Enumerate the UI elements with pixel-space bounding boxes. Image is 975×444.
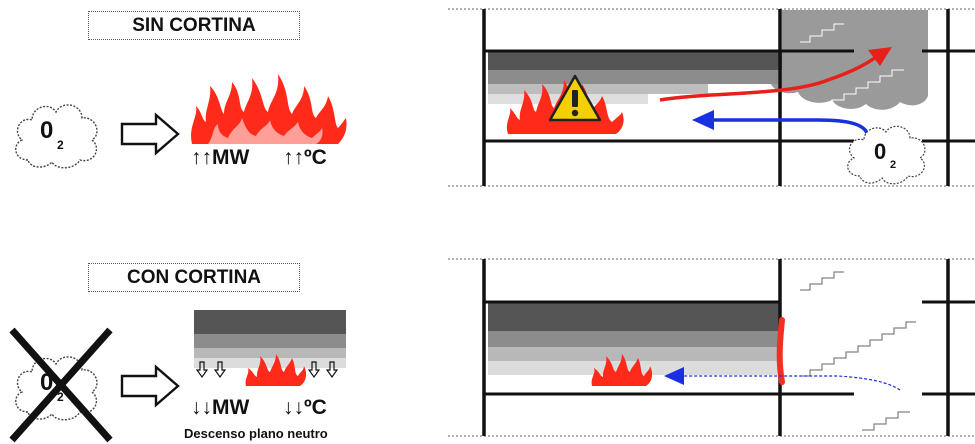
smoke-cloud xyxy=(762,10,928,110)
tunnel-oxygen-subscript: 2 xyxy=(890,159,896,171)
tunnel-diagram-sin-cortina: 0 2 xyxy=(448,8,975,187)
fresh-air-arrow xyxy=(682,375,901,391)
temperature-indicator-reduced: ↓↓ºC xyxy=(283,396,327,419)
title-con-cortina: CON CORTINA xyxy=(88,263,300,292)
smoke-layers-icon xyxy=(194,310,346,386)
hollow-arrow-icon xyxy=(120,364,180,408)
hot-flow-arrowhead xyxy=(868,47,892,66)
warning-icon xyxy=(548,74,602,122)
small-fire-icon xyxy=(245,354,307,386)
fresh-air-arrowhead xyxy=(692,110,714,130)
cross-icon xyxy=(9,327,113,443)
smoke-layer-mid xyxy=(488,70,778,84)
stairs-icon xyxy=(796,23,904,119)
oxygen-subscript-blocked: 2 xyxy=(57,390,64,404)
fresh-air-arrowhead xyxy=(664,367,684,385)
fresh-air-arrow xyxy=(710,118,870,137)
oxygen-subscript: 2 xyxy=(57,138,64,152)
hollow-arrow-icon xyxy=(120,112,180,156)
hot-flow-arrow xyxy=(659,54,879,102)
power-indicator-reduced: ↓↓MW xyxy=(191,396,250,419)
stairs-icon xyxy=(800,271,916,431)
oxygen-symbol: 0 xyxy=(40,117,54,144)
smoke-layer-light xyxy=(488,347,780,361)
air-curtain xyxy=(776,317,785,385)
tunnel-fire-icon xyxy=(591,354,653,386)
neutral-plane-caption: Descenso plano neutro xyxy=(184,426,328,441)
title-sin-cortina: SIN CORTINA xyxy=(88,11,300,40)
smoke-layer-dark xyxy=(488,303,780,331)
tunnel-oxygen-cloud-icon xyxy=(847,125,926,185)
tunnel-diagram-con-cortina xyxy=(448,258,975,437)
temperature-indicator: ↑↑ºC xyxy=(283,146,327,169)
power-indicator: ↑↑MW xyxy=(191,146,250,169)
oxygen-cloud-icon xyxy=(15,104,98,169)
smoke-layer-mid xyxy=(488,331,780,347)
smoke-layer-dark xyxy=(488,52,782,70)
fire-icon xyxy=(191,74,347,144)
smoke-layer-light xyxy=(488,84,708,94)
tunnel-oxygen-symbol: 0 xyxy=(874,139,886,164)
